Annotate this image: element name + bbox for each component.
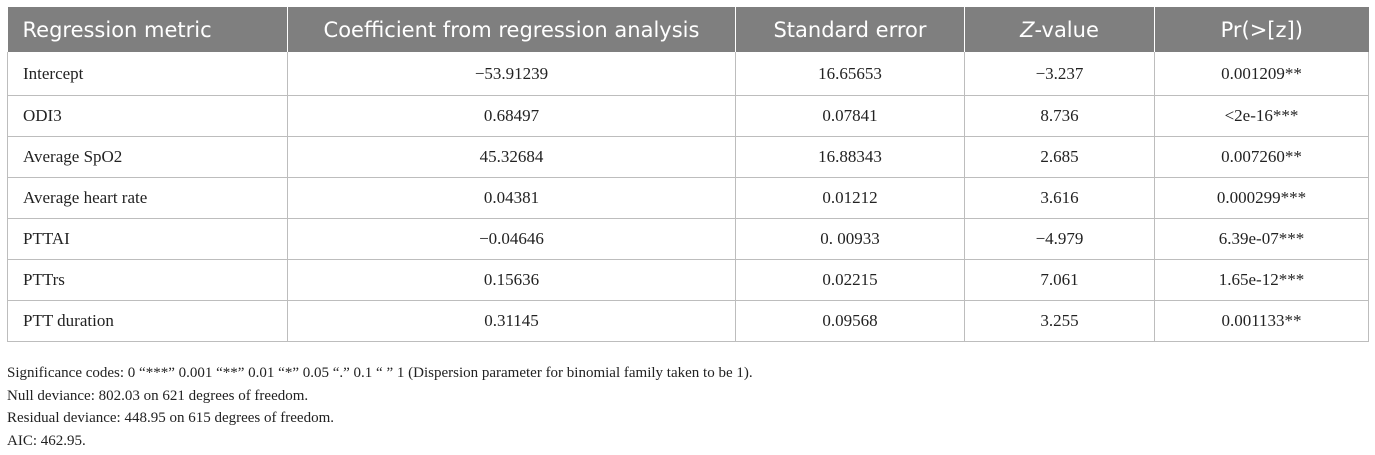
cell-coefficient: −53.91239	[287, 52, 736, 96]
cell-pr: 0.007260**	[1154, 136, 1369, 178]
regression-table: Regression metric Coefficient from regre…	[7, 7, 1369, 342]
cell-std-error: 16.88343	[735, 136, 965, 178]
cell-coefficient: −0.04646	[287, 218, 736, 260]
cell-metric: PTTrs	[7, 259, 288, 301]
header-z-value: Z-value	[964, 7, 1155, 52]
header-z-suffix: -value	[1034, 18, 1099, 42]
cell-pr: 6.39e-07***	[1154, 218, 1369, 260]
cell-pr: 0.001133**	[1154, 300, 1369, 342]
table-row: Average heart rate 0.04381 0.01212 3.616…	[7, 177, 1369, 219]
table-row: PTT duration 0.31145 0.09568 3.255 0.001…	[7, 300, 1369, 342]
table-row: Average SpO2 45.32684 16.88343 2.685 0.0…	[7, 136, 1369, 178]
table-row: PTTAI −0.04646 0. 00933 −4.979 6.39e-07*…	[7, 218, 1369, 260]
table-row: ODI3 0.68497 0.07841 8.736 <2e-16***	[7, 95, 1369, 137]
cell-std-error: 0. 00933	[735, 218, 965, 260]
header-coefficient: Coefficient from regression analysis	[287, 7, 736, 52]
cell-coefficient: 0.04381	[287, 177, 736, 219]
regression-table-container: Regression metric Coefficient from regre…	[7, 7, 1369, 342]
cell-metric: ODI3	[7, 95, 288, 137]
table-header: Regression metric Coefficient from regre…	[7, 7, 1369, 52]
table-footnotes: Significance codes: 0 “***” 0.001 “**” 0…	[7, 362, 753, 452]
cell-pr: <2e-16***	[1154, 95, 1369, 137]
cell-std-error: 0.02215	[735, 259, 965, 301]
cell-metric: PTT duration	[7, 300, 288, 342]
cell-z-value: −3.237	[964, 52, 1155, 96]
table-row: Intercept −53.91239 16.65653 −3.237 0.00…	[7, 52, 1369, 96]
table-body: Intercept −53.91239 16.65653 −3.237 0.00…	[7, 52, 1369, 342]
cell-coefficient: 45.32684	[287, 136, 736, 178]
cell-z-value: 3.255	[964, 300, 1155, 342]
cell-z-value: 2.685	[964, 136, 1155, 178]
cell-pr: 0.000299***	[1154, 177, 1369, 219]
cell-coefficient: 0.68497	[287, 95, 736, 137]
null-deviance-note: Null deviance: 802.03 on 621 degrees of …	[7, 387, 309, 404]
cell-z-value: 8.736	[964, 95, 1155, 137]
cell-std-error: 0.01212	[735, 177, 965, 219]
aic-note: AIC: 462.95.	[7, 432, 86, 449]
cell-metric: Average SpO2	[7, 136, 288, 178]
significance-codes-note: Significance codes: 0 “***” 0.001 “**” 0…	[7, 365, 753, 381]
residual-deviance-note: Residual deviance: 448.95 on 615 degrees…	[7, 410, 334, 426]
cell-metric: Intercept	[7, 52, 288, 96]
cell-pr: 1.65e-12***	[1154, 259, 1369, 301]
header-metric: Regression metric	[7, 7, 288, 52]
cell-z-value: 3.616	[964, 177, 1155, 219]
cell-pr: 0.001209**	[1154, 52, 1369, 96]
header-std-error: Standard error	[735, 7, 965, 52]
table-row: PTTrs 0.15636 0.02215 7.061 1.65e-12***	[7, 259, 1369, 301]
cell-z-value: 7.061	[964, 259, 1155, 301]
cell-std-error: 0.07841	[735, 95, 965, 137]
cell-metric: Average heart rate	[7, 177, 288, 219]
cell-z-value: −4.979	[964, 218, 1155, 260]
header-pr: Pr(>[z])	[1154, 7, 1369, 52]
cell-coefficient: 0.31145	[287, 300, 736, 342]
header-z-italic: Z	[1020, 18, 1035, 42]
cell-coefficient: 0.15636	[287, 259, 736, 301]
cell-std-error: 16.65653	[735, 52, 965, 96]
header-row: Regression metric Coefficient from regre…	[7, 7, 1369, 52]
cell-metric: PTTAI	[7, 218, 288, 260]
cell-std-error: 0.09568	[735, 300, 965, 342]
